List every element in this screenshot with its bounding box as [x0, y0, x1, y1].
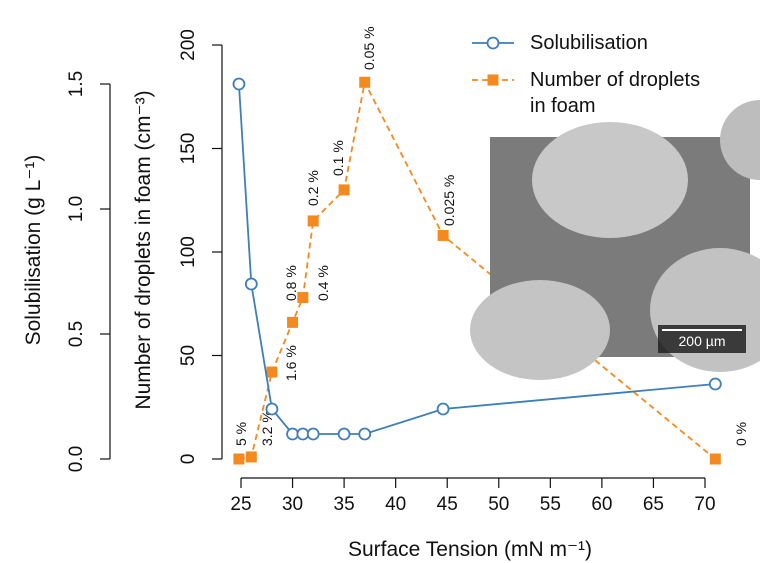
point-annotation: 0.1 %	[330, 140, 346, 176]
scale-bar-label: 200 µm	[679, 333, 726, 349]
x-tick-label: 55	[540, 494, 561, 515]
legend-marker	[486, 36, 500, 50]
y-tick-label: 0.0	[66, 446, 87, 472]
legend-label: Solubilisation	[530, 32, 648, 54]
marker	[233, 453, 245, 465]
y2-tick-label: 150	[178, 133, 199, 165]
x-tick-label: 70	[694, 494, 715, 515]
marker	[244, 277, 258, 291]
marker	[337, 427, 351, 441]
marker	[287, 316, 299, 328]
y2-tick-label: 0	[178, 454, 199, 465]
marker	[265, 402, 279, 416]
marker	[437, 229, 449, 241]
y-axis-title: Solubilisation (g L⁻¹)	[22, 155, 45, 346]
y2-tick-label: 200	[178, 29, 199, 61]
marker	[306, 427, 320, 441]
point-annotation: 0 %	[733, 422, 749, 446]
point-annotation: 0.05 %	[361, 26, 377, 70]
point-annotation: 0.2 %	[305, 170, 321, 206]
legend-swatch	[472, 74, 514, 86]
point-annotation: 5 %	[233, 422, 249, 446]
point-annotation: 3.2 %	[259, 410, 275, 446]
legend-marker	[487, 74, 499, 86]
legend-swatch	[472, 36, 514, 50]
marker	[232, 77, 246, 91]
inset-image: 200 µm	[470, 100, 760, 380]
y2-tick-label: 100	[178, 236, 199, 268]
x-tick-label: 25	[230, 494, 251, 515]
marker	[297, 292, 309, 304]
y-tick-label: 1.0	[66, 196, 87, 222]
point-annotation: 0.4 %	[315, 265, 331, 301]
marker	[338, 184, 350, 196]
point-annotation: 1.6 %	[283, 345, 299, 381]
y2-axis-title: Number of droplets in foam (cm⁻³)	[132, 90, 155, 409]
marker	[266, 366, 278, 378]
marker	[358, 427, 372, 441]
marker	[307, 215, 319, 227]
y-tick-label: 0.5	[66, 321, 87, 347]
marker	[708, 377, 722, 391]
marker	[296, 427, 310, 441]
x-tick-label: 60	[591, 494, 612, 515]
x-tick-label: 40	[385, 494, 406, 515]
marker	[359, 76, 371, 88]
point-annotation: 0.025 %	[441, 175, 457, 226]
x-tick-label: 35	[334, 494, 355, 515]
point-annotation: 0.8 %	[283, 265, 299, 301]
marker	[436, 402, 450, 416]
x-axis-title: Surface Tension (mN m⁻¹)	[348, 538, 592, 561]
marker	[286, 427, 299, 441]
x-tick-label: 30	[282, 494, 303, 515]
marker	[709, 453, 721, 465]
marker	[245, 451, 257, 463]
y2-tick-label: 50	[178, 345, 199, 366]
x-tick-label: 50	[488, 494, 509, 515]
y-tick-label: 1.5	[66, 71, 87, 97]
x-tick-label: 45	[437, 494, 458, 515]
legend-label: Number of droplets in foam	[530, 69, 701, 117]
x-tick-label: 65	[643, 494, 664, 515]
